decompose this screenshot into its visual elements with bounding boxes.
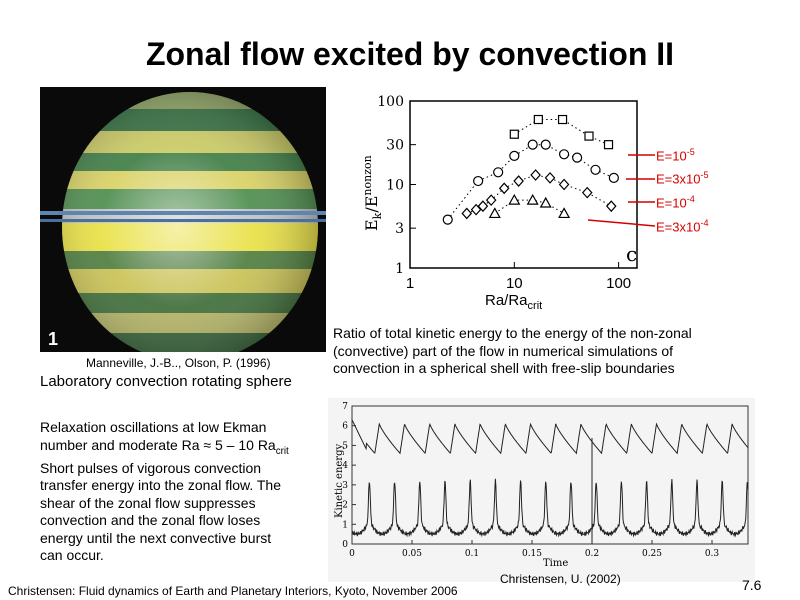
data-point-circle	[572, 152, 583, 163]
y-tick-label: 6	[342, 422, 348, 432]
page-title: Zonal flow excited by convection II	[145, 36, 675, 72]
description-text: Relaxation oscillations at low Ekman num…	[40, 419, 330, 565]
desc-line: shear of the zonal flow suppresses	[40, 494, 256, 511]
data-point-circle	[590, 164, 601, 175]
desc-line: number and moderate Ra ≈ 5 – 10 Racrit	[40, 436, 289, 457]
data-point-triangle	[526, 193, 539, 205]
data-point-triangle	[488, 207, 501, 219]
data-point-square	[509, 129, 519, 139]
y-tick-label: 30	[386, 138, 404, 154]
legend-entry-e4: E=3x10-4	[656, 218, 709, 235]
desc-line: can occur.	[40, 547, 104, 564]
panel-label: c	[626, 242, 637, 266]
chart-credit: Christensen, U. (2002)	[500, 572, 621, 586]
series-dotted-line	[514, 119, 609, 146]
desc-line: Relaxation oscillations at low Ekman	[40, 419, 267, 435]
y-tick-label: 2	[342, 501, 348, 511]
y-tick-label: 4	[342, 461, 348, 471]
data-point-diamond	[513, 175, 524, 187]
x-tick-label: 100	[606, 275, 631, 292]
data-point-circle	[558, 149, 570, 160]
plot-frame	[351, 405, 749, 545]
data-point-circle	[527, 139, 538, 150]
y-tick-label: 7	[342, 402, 348, 412]
y-tick-label: 0	[342, 540, 348, 550]
data-point-square	[603, 140, 614, 150]
data-point-circle	[509, 150, 520, 162]
data-point-circle	[473, 175, 484, 187]
footer-text: Christensen: Fluid dynamics of Earth and…	[8, 584, 458, 598]
desc-line: transfer energy into the zonal flow. The	[40, 477, 281, 494]
series-dotted-line	[466, 174, 612, 214]
data-point-diamond	[477, 200, 489, 213]
x-tick-label: 0.15	[522, 549, 542, 559]
data-point-diamond	[530, 169, 541, 181]
series-line-upper	[351, 419, 749, 455]
data-point-diamond	[558, 178, 570, 191]
desc-line: Short pulses of vigorous convection	[40, 459, 262, 476]
x-tick-label: 0.25	[642, 549, 662, 559]
legend-entry-e2: E=3x10-5	[656, 170, 709, 187]
y-tick-label: 3	[342, 481, 348, 491]
legend-entry-e3: E=10-4	[656, 194, 695, 211]
data-point-triangle	[558, 207, 571, 219]
data-point-circle	[493, 167, 504, 178]
y-tick-label: 1	[342, 520, 348, 530]
energy-ratio-chart: 1 10 100 1 3 10 30 100 c Ek/Enonzon Ra/Racrit	[361, 94, 638, 312]
data-point-triangle	[539, 196, 552, 208]
legend-leaders	[587, 154, 656, 227]
y-tick-label: 1	[395, 261, 404, 277]
series-dotted-line	[447, 144, 615, 220]
y-tick-label: 3	[395, 221, 404, 237]
x-tick-label: 0	[349, 549, 355, 559]
photo-label: 1	[48, 329, 58, 349]
chart-caption: Ratio of total kinetic energy to the ene…	[333, 325, 692, 376]
data-point-circle	[442, 214, 453, 225]
photo-caption: Laboratory convection rotating sphere	[40, 373, 292, 390]
data-point-square	[557, 114, 568, 125]
y-tick-label: 5	[342, 441, 348, 451]
desc-line: energy until the next convective burst	[40, 529, 272, 546]
photo-credit: Manneville, J.-B.., Olson, P. (1996)	[86, 356, 271, 370]
kinetic-energy-chart: 0 0.05 0.1 0.15 0.2 0.25 0.3 0 1 2 3 4 5 6 7 Kinetic e…	[328, 398, 755, 582]
series-line-lower	[351, 478, 749, 538]
data-point-square	[584, 131, 594, 141]
sphere-photo: 1	[40, 87, 326, 352]
x-tick-label: 0.3	[705, 549, 720, 559]
x-tick-label: 0.1	[465, 549, 479, 559]
data-point-circle	[608, 172, 619, 183]
y-axis-label: Kinetic energy	[334, 444, 345, 518]
sphere-image: 1	[40, 87, 326, 352]
x-tick-label: 1	[406, 275, 414, 292]
y-tick-label: 100	[377, 94, 404, 110]
data-point-diamond	[544, 171, 556, 184]
data-point-diamond	[461, 207, 473, 220]
page-number: 7.6	[742, 577, 762, 593]
data-point-square	[533, 114, 543, 125]
data-point-diamond	[581, 186, 593, 199]
data-point-circle	[540, 139, 551, 150]
legend-entry-e1: E=10-5	[656, 147, 695, 164]
data-point-triangle	[508, 193, 521, 205]
data-point-diamond	[498, 182, 510, 195]
y-tick-label: 10	[386, 178, 404, 194]
desc-line: convection and the zonal flow loses	[40, 512, 261, 529]
x-tick-label: 0.05	[402, 549, 422, 559]
data-point-diamond	[605, 200, 617, 213]
y-axis-label: Ek/Enonzon	[361, 155, 384, 231]
x-axis-label: Ra/Racrit	[485, 292, 542, 312]
data-point-diamond	[470, 203, 482, 216]
x-tick-label: 10	[506, 275, 523, 292]
data-point-diamond	[485, 194, 497, 207]
x-axis-label: Time	[543, 558, 568, 569]
x-tick-label: 0.2	[585, 549, 599, 559]
